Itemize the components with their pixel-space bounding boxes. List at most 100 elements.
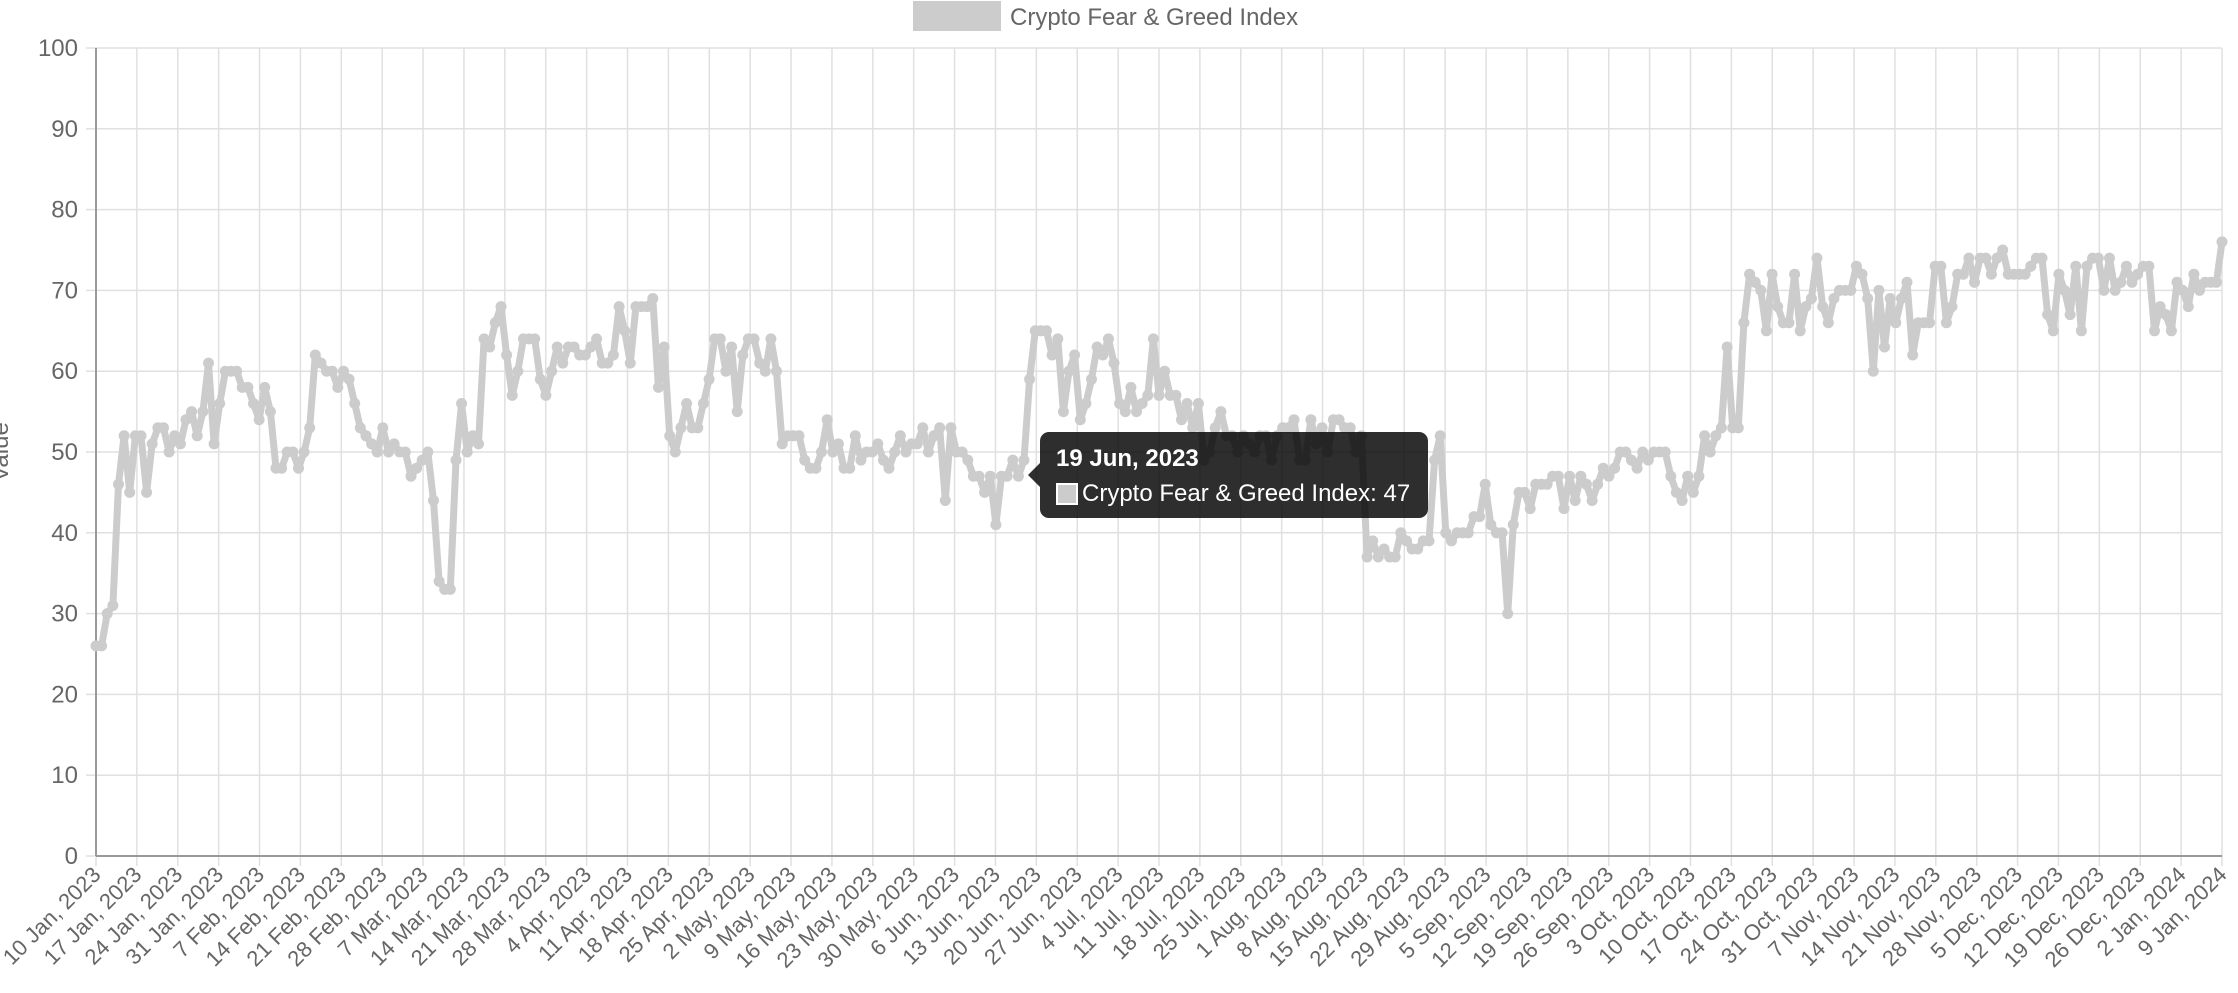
data-point[interactable]	[585, 341, 597, 353]
data-point[interactable]	[1018, 454, 1030, 466]
data-point[interactable]	[1862, 293, 1874, 304]
data-point[interactable]	[1001, 470, 1013, 482]
data-point[interactable]	[652, 381, 664, 393]
data-point[interactable]	[2120, 260, 2132, 272]
data-point[interactable]	[1569, 495, 1581, 506]
data-point[interactable]	[883, 462, 895, 474]
data-point[interactable]	[714, 333, 726, 345]
data-point[interactable]	[922, 446, 934, 458]
data-point[interactable]	[557, 357, 569, 369]
data-point[interactable]	[405, 470, 417, 482]
data-point[interactable]	[1620, 446, 1632, 458]
data-point[interactable]	[1159, 365, 1171, 377]
data-point[interactable]	[934, 422, 946, 434]
data-point[interactable]	[264, 406, 276, 418]
data-point[interactable]	[118, 430, 130, 442]
data-point[interactable]	[2075, 325, 2087, 337]
data-point[interactable]	[849, 430, 861, 442]
data-point[interactable]	[1041, 325, 1052, 337]
data-point[interactable]	[298, 446, 310, 458]
data-point[interactable]	[1890, 317, 1902, 329]
data-point[interactable]	[1282, 422, 1294, 434]
data-point[interactable]	[1665, 470, 1677, 482]
data-point[interactable]	[1496, 527, 1508, 539]
data-point[interactable]	[1192, 398, 1204, 409]
data-point[interactable]	[484, 341, 496, 353]
data-point[interactable]	[877, 454, 889, 466]
data-point[interactable]	[765, 333, 777, 345]
data-point[interactable]	[354, 422, 366, 434]
data-point[interactable]	[1305, 414, 1317, 426]
data-point[interactable]	[1637, 446, 1649, 458]
data-point[interactable]	[1074, 414, 1086, 426]
data-point[interactable]	[1485, 519, 1497, 531]
data-point[interactable]	[1963, 252, 1975, 264]
data-point[interactable]	[2171, 276, 2183, 288]
data-point[interactable]	[1176, 414, 1187, 426]
data-point[interactable]	[467, 430, 479, 442]
data-point[interactable]	[579, 349, 591, 361]
data-point[interactable]	[928, 430, 940, 442]
data-point[interactable]	[1209, 422, 1221, 434]
data-point[interactable]	[1170, 389, 1182, 401]
data-point[interactable]	[1108, 357, 1120, 369]
data-point[interactable]	[231, 365, 243, 377]
data-point[interactable]	[1333, 414, 1345, 426]
data-point[interactable]	[495, 301, 507, 313]
data-point[interactable]	[2182, 301, 2194, 313]
data-point[interactable]	[602, 357, 614, 369]
data-point[interactable]	[2070, 260, 2082, 272]
data-point[interactable]	[658, 341, 670, 353]
data-point[interactable]	[197, 406, 209, 418]
data-point[interactable]	[1625, 454, 1637, 466]
data-point[interactable]	[844, 462, 856, 474]
data-point[interactable]	[1052, 333, 1064, 345]
data-point[interactable]	[2188, 268, 2200, 280]
data-point[interactable]	[776, 438, 788, 450]
data-point[interactable]	[647, 293, 659, 304]
data-point[interactable]	[2053, 268, 2065, 280]
data-point[interactable]	[1069, 349, 1081, 361]
data-point[interactable]	[1389, 551, 1401, 563]
data-point[interactable]	[945, 422, 957, 434]
data-point[interactable]	[1429, 454, 1441, 466]
data-point[interactable]	[703, 373, 715, 385]
legend[interactable]: Crypto Fear & Greed Index	[913, 1, 1298, 31]
data-point[interactable]	[1147, 333, 1159, 345]
data-point[interactable]	[501, 349, 513, 361]
data-point[interactable]	[1367, 535, 1379, 547]
data-point[interactable]	[1063, 365, 1075, 377]
data-point[interactable]	[1395, 527, 1407, 539]
data-point[interactable]	[1783, 317, 1795, 329]
data-point[interactable]	[607, 349, 619, 361]
data-point[interactable]	[1884, 293, 1896, 304]
data-point[interactable]	[726, 341, 738, 353]
data-point[interactable]	[827, 446, 839, 458]
data-point[interactable]	[1187, 422, 1199, 434]
data-point[interactable]	[383, 446, 394, 458]
data-point[interactable]	[1552, 470, 1564, 482]
data-point[interactable]	[754, 357, 766, 369]
data-point[interactable]	[1575, 470, 1587, 482]
data-point[interactable]	[540, 389, 552, 401]
data-point[interactable]	[591, 333, 603, 345]
data-point[interactable]	[433, 575, 445, 587]
data-point[interactable]	[1412, 543, 1424, 555]
data-point[interactable]	[1895, 293, 1907, 304]
data-point[interactable]	[107, 600, 119, 611]
data-point[interactable]	[349, 398, 361, 409]
data-point[interactable]	[1423, 535, 1435, 547]
data-point[interactable]	[962, 454, 974, 466]
data-point[interactable]	[326, 365, 338, 377]
data-point[interactable]	[1946, 301, 1958, 313]
data-point[interactable]	[1558, 503, 1570, 515]
data-point[interactable]	[1046, 349, 1058, 361]
data-point[interactable]	[1766, 268, 1778, 280]
data-point[interactable]	[1401, 535, 1412, 547]
data-point[interactable]	[253, 414, 265, 426]
data-point[interactable]	[2019, 268, 2031, 280]
data-point[interactable]	[1693, 470, 1705, 482]
data-point[interactable]	[799, 454, 811, 466]
data-point[interactable]	[304, 422, 316, 434]
data-point[interactable]	[293, 462, 304, 474]
